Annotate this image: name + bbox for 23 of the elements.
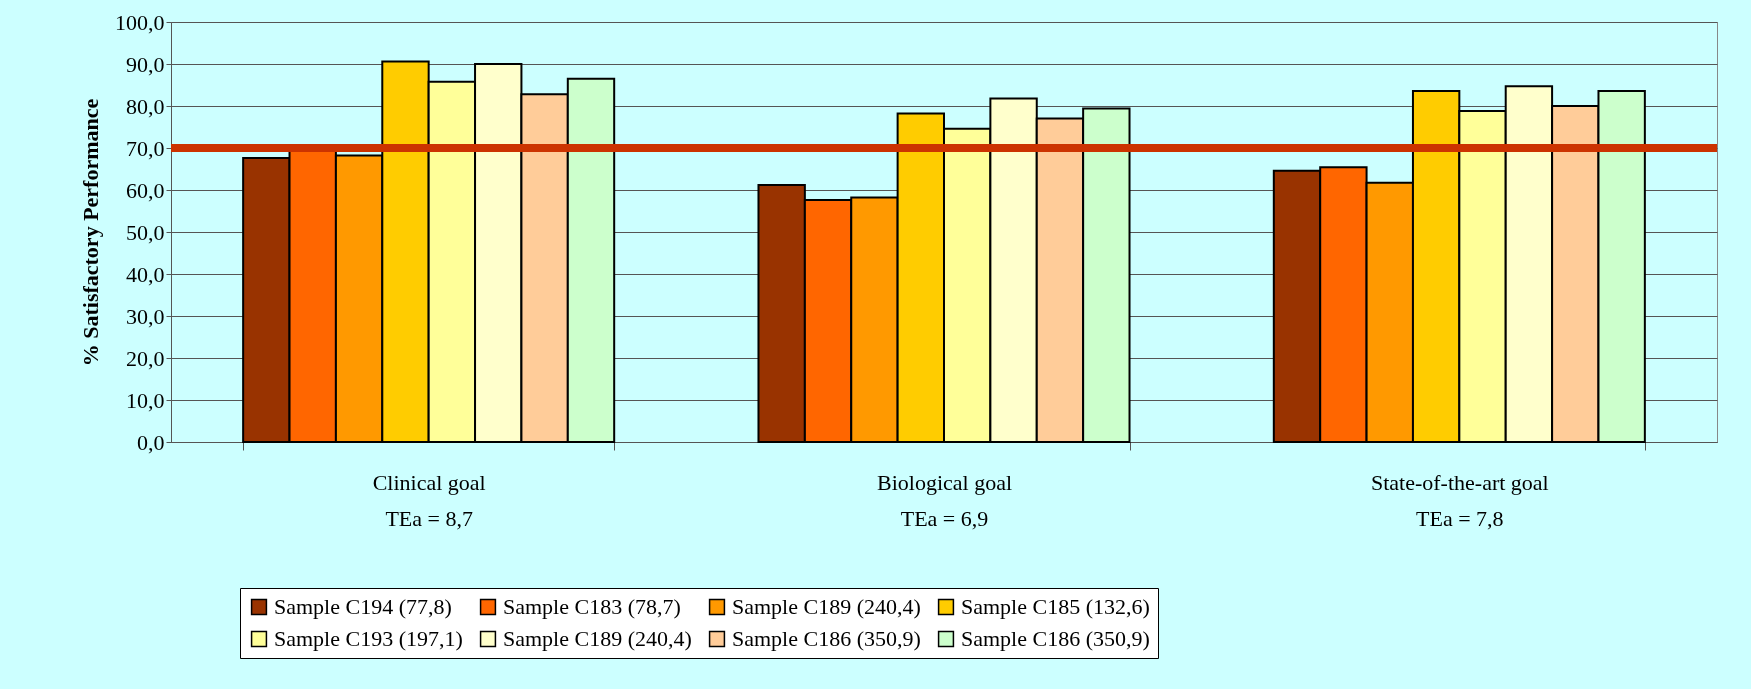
y-tick-label: 90,0 xyxy=(126,51,165,77)
y-tick-label: 20,0 xyxy=(126,345,165,371)
x-tick-label: Clinical goal TEa = 8,7 xyxy=(372,469,486,531)
legend-label: Sample C189 (240,4) xyxy=(732,594,921,619)
y-tick-label: 70,0 xyxy=(126,135,165,161)
x-tick-label: State-of-the-art goal TEa = 7,8 xyxy=(1370,469,1549,531)
legend-label: Sample C183 (78,7) xyxy=(503,594,681,619)
y-axis-title: % Satisfactory Performance xyxy=(78,98,103,367)
x-tick-label: Biological goal TEa = 6,9 xyxy=(876,469,1013,531)
legend-label: Sample C189 (240,4) xyxy=(503,626,692,651)
y-tick-label: 80,0 xyxy=(126,93,165,119)
y-tick-label: 50,0 xyxy=(126,219,165,245)
legend-label: Sample C185 (132,6) xyxy=(961,594,1150,619)
y-tick-label: 10,0 xyxy=(126,387,165,413)
y-tick-label: 60,0 xyxy=(126,177,165,203)
y-tick-label: 30,0 xyxy=(126,303,165,329)
y-tick-label: 100,0 xyxy=(115,9,165,35)
legend-label: Sample C186 (350,9) xyxy=(732,626,921,651)
y-tick-label: 40,0 xyxy=(126,261,165,287)
legend-label: Sample C194 (77,8) xyxy=(274,594,452,619)
legend-label: Sample C186 (350,9) xyxy=(961,626,1150,651)
legend-label: Sample C193 (197,1) xyxy=(274,626,463,651)
y-tick-label: 0,0 xyxy=(137,429,165,455)
